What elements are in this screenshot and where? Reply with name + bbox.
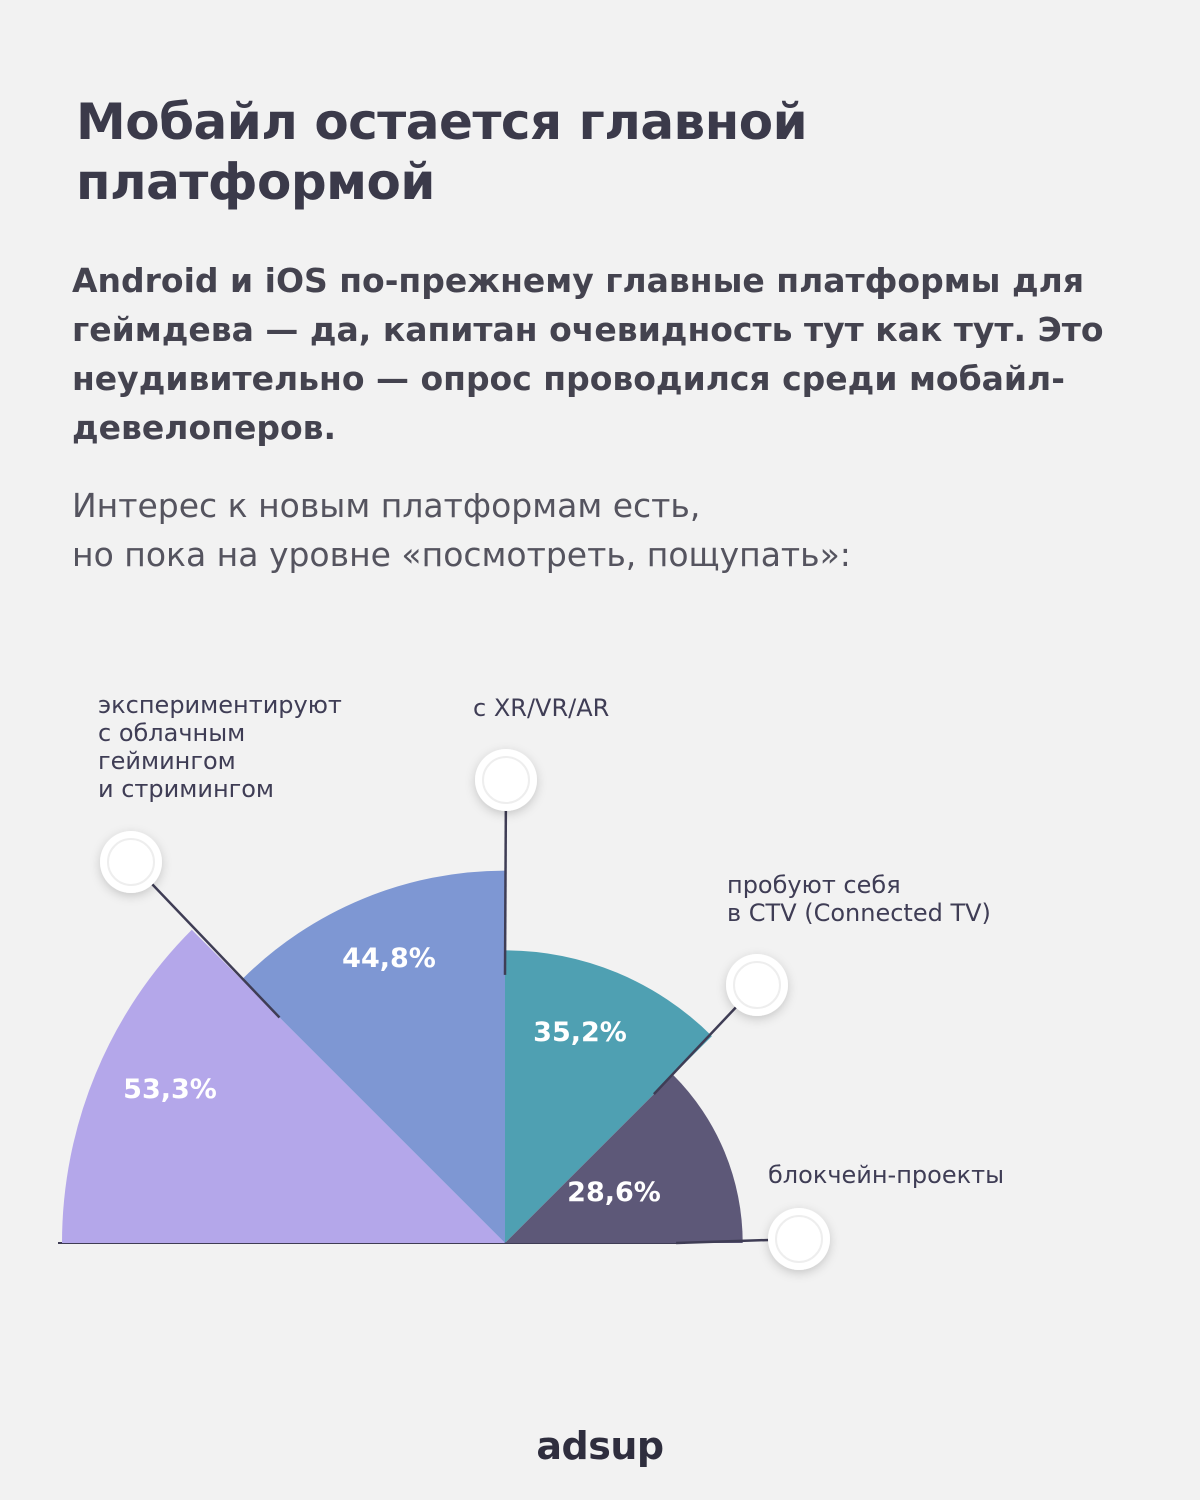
category-label-line: блокчейн-проекты [768,1161,1004,1189]
category-label-1: экспериментируют с облачным геймингом и стр… [98,691,342,803]
interest-line-1: Интерес к новым платформам есть, [72,486,701,525]
category-label-line: с облачным [98,719,245,747]
marker-knob-inner-4 [775,1215,823,1263]
value-label-3: 35,2% [533,1017,627,1048]
interest-paragraph: Интерес к новым платформам есть, но пока… [72,481,1162,579]
intro-paragraph: Android и iOS по-прежнему главные платфо… [72,261,1104,447]
connector-line-1 [130,861,281,1019]
marker-knob-3 [726,954,788,1016]
category-label-line: экспериментируют [98,691,342,719]
marker-knob-2 [475,749,537,811]
slice-3 [505,950,712,1243]
category-label-line: в CTV (Connected TV) [727,899,991,927]
value-label-2: 44,8% [342,943,436,974]
connector-line-2 [503,779,508,975]
brand-logo: adsup [536,1424,664,1468]
platform-interest-chart: 53,3% 44,8% 35,2% 28,6% экспериментируют с об… [58,691,1004,1270]
category-label-line: пробуют себя [727,871,901,899]
category-label-line: и стримингом [98,775,274,803]
category-label-4: блокчейн-проекты [768,1161,1004,1189]
value-label-4: 28,6% [567,1177,661,1208]
category-label-line: с XR/VR/AR [473,694,609,722]
page-title: Мобайл остается главной платформой [76,93,808,211]
value-label-1: 53,3% [123,1074,217,1105]
slice-2 [241,870,505,1243]
slice-1 [62,929,505,1243]
marker-knob-1 [100,831,162,893]
category-label-3: пробуют себя в CTV (Connected TV) [727,871,991,927]
category-label-line: геймингом [98,747,236,775]
marker-knob-4 [768,1208,830,1270]
slice-4 [505,1074,743,1243]
interest-line-2: но пока на уровне «посмотреть, пощупать»… [72,535,851,574]
category-label-2: с XR/VR/AR [473,694,609,722]
marker-knob-inner-1 [107,838,155,886]
marker-knob-inner-3 [733,961,781,1009]
marker-knob-inner-2 [482,756,530,804]
